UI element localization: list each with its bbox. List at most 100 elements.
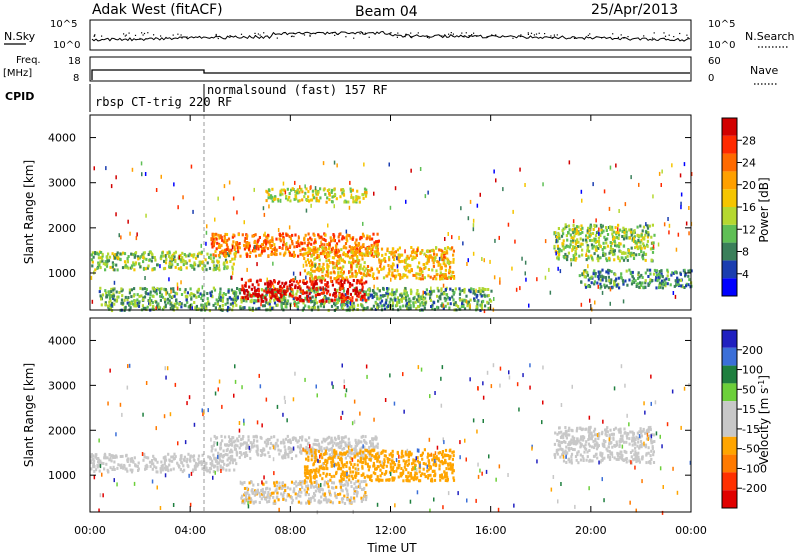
echo-cell [285,196,288,200]
echo-cell [141,287,144,291]
echo-cell [386,289,389,293]
echo-cell [171,307,174,311]
echo-cell [175,301,178,305]
echo-cell [233,257,236,261]
echo-cell [318,447,321,451]
echo-cell [259,278,262,282]
echo-cell [617,276,620,280]
echo-cell [306,487,309,491]
echo-cell [380,247,384,251]
echo-cell [293,245,296,249]
echo-cell [292,489,296,493]
echo-cell [445,297,448,301]
echo-cell [662,282,665,286]
echo-cell [601,248,604,251]
echo-cell [167,297,170,301]
echo-cell [370,307,374,311]
echo-cell [687,269,690,273]
echo-cell [328,192,331,195]
echo-cell [575,227,578,231]
echo-cell [265,480,268,484]
echo-cell [184,288,187,292]
echo-cell [148,258,151,262]
echo-cell [587,264,589,269]
echo-cell [224,443,228,447]
echo-cell [308,288,311,292]
echo-cell [432,264,435,268]
echo-cell [214,254,217,258]
echo-cell [332,261,335,265]
echo-cell [281,281,284,285]
echo-cell [337,271,340,275]
echo-cell [254,233,257,237]
echo-cell [209,294,213,298]
echo-cell [493,275,496,280]
echo-cell [273,294,276,298]
echo-cell [214,457,218,461]
echo-cell [247,438,250,442]
echo-cell [130,302,133,306]
echo-cell [348,285,351,289]
echo-cell [303,195,306,199]
echo-cell [364,290,367,294]
echo-cell [632,231,635,235]
echo-cell [109,265,112,269]
echo-cell [218,244,221,248]
echo-cell [409,304,412,308]
echo-cell [266,290,269,294]
y-tick-label: 2000 [48,222,76,235]
echo-cell [284,489,287,492]
echo-cell [326,291,329,295]
echo-cell [582,238,585,242]
echo-cell [347,442,350,446]
echo-cell [588,229,591,233]
echo-cell [134,262,137,266]
echo-cell [356,258,359,262]
echo-cell [311,254,314,258]
echo-cell [391,267,394,271]
nsearch-dot [229,35,231,37]
echo-cell [364,307,368,311]
echo-cell [303,241,306,245]
echo-cell [371,245,374,249]
echo-cell [359,291,362,295]
echo-cell [159,468,162,472]
echo-cell [376,306,379,309]
echo-cell [225,260,229,264]
echo-cell [174,260,177,264]
echo-cell [92,462,95,466]
echo-cell [300,451,303,455]
echo-cell [276,438,279,442]
echo-cell [108,255,112,259]
echo-cell [214,302,217,306]
echo-cell [183,303,186,307]
echo-cell [284,242,287,246]
echo-cell [373,250,376,254]
echo-cell [406,476,409,480]
echo-cell [383,294,386,297]
echo-cell [250,480,253,484]
nsearch-dot [331,32,334,34]
echo-cell [149,303,152,307]
echo-cell [314,485,317,489]
echo-cell [490,299,493,303]
echo-cell [172,290,175,293]
echo-cell [190,303,193,307]
echo-cell [268,500,271,503]
echo-cell [343,260,346,264]
echo-cell [167,254,171,258]
echo-cell [190,253,193,257]
echo-cell [640,233,643,237]
echo-cell [613,282,616,286]
echo-cell [355,238,358,242]
echo-cell [444,472,447,476]
echo-cell [617,231,620,235]
echo-cell [291,233,294,237]
echo-cell [654,278,657,282]
echo-cell [300,438,304,442]
echo-cell [161,468,164,472]
echo-cell [115,255,118,259]
echo-cell [365,274,368,278]
echo-cell [601,231,604,235]
echo-cell [137,304,141,308]
